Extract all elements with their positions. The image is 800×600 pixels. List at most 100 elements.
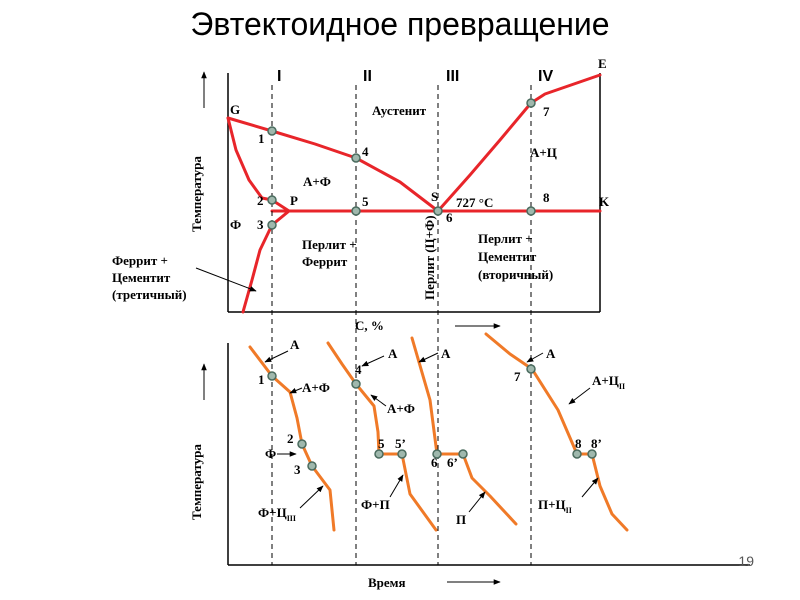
slide-title: Эвтектоидное превращение xyxy=(190,6,610,42)
point-G: G xyxy=(230,102,240,117)
region-pf-line2: Феррит xyxy=(302,254,348,269)
c4-label-p8: 8 xyxy=(575,436,582,451)
marker-p6 xyxy=(433,206,443,216)
phase-y-axis-label: Температура xyxy=(189,156,204,232)
marker-b5b xyxy=(397,449,407,459)
column-label-3: III xyxy=(446,68,459,85)
point-K: K xyxy=(599,194,610,209)
region-a-f: А+Ф xyxy=(303,174,331,189)
region-austenite: Аустенит xyxy=(372,103,427,118)
label-p6: 6 xyxy=(446,210,453,225)
region-pc-line3: (вторичный) xyxy=(478,267,553,282)
marker-b3 xyxy=(307,461,317,471)
label-p4: 4 xyxy=(362,144,369,159)
gp-line xyxy=(226,116,274,202)
marker-p2 xyxy=(267,195,277,205)
marker-p8 xyxy=(526,206,536,216)
point-markers xyxy=(267,98,597,471)
c3-label-P: П xyxy=(456,512,466,527)
se-line xyxy=(436,73,602,213)
phase-diagram: Температура C, % I II III IV G E P S xyxy=(112,56,610,333)
callout-line2: Цементит xyxy=(112,270,171,285)
marker-p7 xyxy=(526,98,536,108)
c4-label-A: А xyxy=(546,346,556,361)
point-S: S xyxy=(431,189,438,204)
c4-label-p8b: 8’ xyxy=(591,436,602,451)
marker-p1 xyxy=(267,126,277,136)
arrow-c3-A xyxy=(418,352,439,363)
c3-label-A: А xyxy=(441,346,451,361)
c2-label-p5: 5 xyxy=(378,436,385,451)
c4-label-PC: П+ЦII xyxy=(538,497,572,515)
arrow-c2-A xyxy=(361,355,385,367)
region-ferrite: Ф xyxy=(230,217,241,232)
arrow-c4-AC xyxy=(568,387,591,405)
region-pc-line1: Перлит + xyxy=(478,231,533,246)
pq-line xyxy=(241,198,291,314)
c2-label-A: А xyxy=(388,346,398,361)
gs-line xyxy=(226,116,440,213)
cooling-curve-3 xyxy=(410,336,518,526)
marker-p4 xyxy=(351,153,361,163)
c1-label-AF: А+Ф xyxy=(302,380,330,395)
point-P: P xyxy=(290,193,298,208)
c1-label-A: А xyxy=(290,337,300,352)
label-p8: 8 xyxy=(543,190,550,205)
arrow-c1-AF xyxy=(289,387,303,394)
c1-label-FC: Ф+ЦIII xyxy=(258,505,296,523)
c1-label-p3: 3 xyxy=(294,462,301,477)
label-p5: 5 xyxy=(362,194,369,209)
marker-b6 xyxy=(432,449,442,459)
arrow-c4-PC xyxy=(581,477,599,498)
phase-x-axis-label: C, % xyxy=(355,318,384,333)
c1-label-F: Ф xyxy=(265,446,276,461)
marker-b7 xyxy=(526,364,536,374)
arrow-c2-FP xyxy=(389,474,404,498)
label-727: 727 °С xyxy=(456,195,493,210)
point-E: E xyxy=(598,56,607,71)
c4-label-p7: 7 xyxy=(514,369,521,384)
column-label-4: IV xyxy=(538,68,553,85)
c2-label-p4: 4 xyxy=(355,362,362,377)
marker-p3 xyxy=(267,220,277,230)
c4-label-AC: А+ЦII xyxy=(592,373,625,391)
c3-label-p6b: 6’ xyxy=(447,455,458,470)
label-p2: 2 xyxy=(257,193,264,208)
page-number: 19 xyxy=(738,553,754,569)
arrow-c1-FC xyxy=(299,485,324,509)
column-label-1: I xyxy=(277,68,281,85)
region-pc-line2: Цементит xyxy=(478,249,537,264)
marker-p5 xyxy=(351,206,361,216)
cooling-y-axis-label: Температура xyxy=(189,444,204,520)
marker-b6b xyxy=(458,449,468,459)
column-label-2: II xyxy=(363,68,372,85)
c2-label-p5b: 5’ xyxy=(395,436,406,451)
arrow-c2-AF xyxy=(370,394,387,407)
region-pearlite-vertical: Перлит (Ц+Ф) xyxy=(422,215,437,300)
label-p1: 1 xyxy=(258,131,265,146)
marker-b8b xyxy=(587,449,597,459)
callout-arrow xyxy=(195,267,257,292)
arrow-c3-P xyxy=(468,491,486,513)
callout-line1: Феррит + xyxy=(112,253,168,268)
label-p7: 7 xyxy=(543,104,550,119)
c1-label-p1: 1 xyxy=(258,372,265,387)
c2-label-AF: А+Ф xyxy=(387,401,415,416)
marker-b4 xyxy=(351,379,361,389)
marker-b1 xyxy=(267,371,277,381)
c1-label-p2: 2 xyxy=(287,431,294,446)
marker-b2 xyxy=(297,439,307,449)
region-pf-line1: Перлит + xyxy=(302,237,357,252)
callout-line3: (третичный) xyxy=(112,287,187,302)
arrow-c1-A xyxy=(264,350,289,363)
c3-label-p6: 6 xyxy=(431,455,438,470)
c2-label-FP: Ф+П xyxy=(361,497,390,512)
label-p3: 3 xyxy=(257,217,264,232)
cooling-curve-2 xyxy=(326,341,438,532)
region-a-c: А+Ц xyxy=(530,145,557,160)
cooling-x-axis-label: Время xyxy=(368,575,406,590)
section-lines xyxy=(271,85,532,565)
marker-b5 xyxy=(374,449,384,459)
